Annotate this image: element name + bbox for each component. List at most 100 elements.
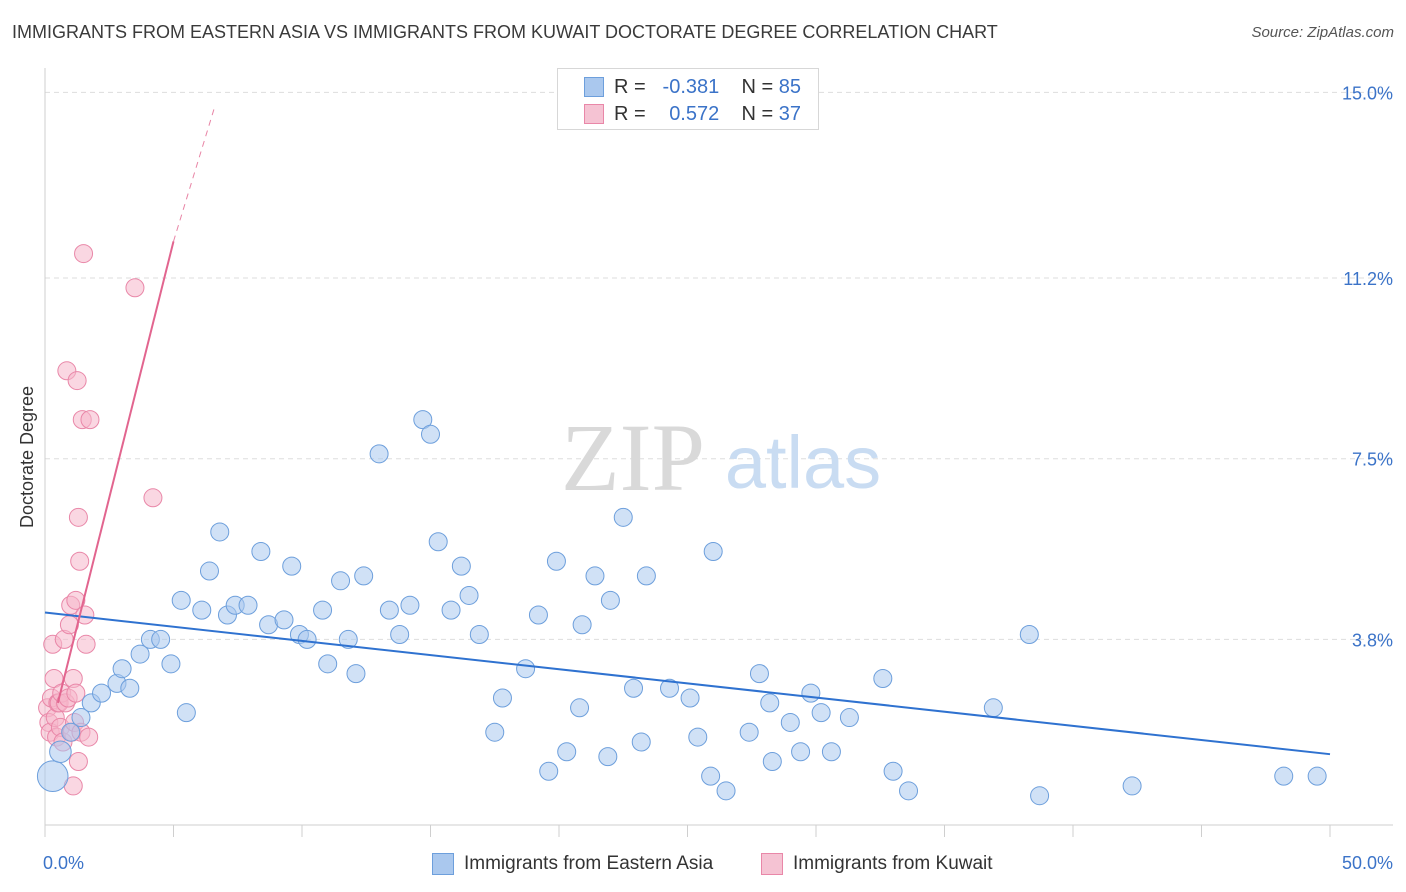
data-point <box>660 678 680 698</box>
data-point <box>492 688 512 708</box>
legend-swatch-pink <box>584 104 604 124</box>
data-point <box>801 683 821 703</box>
data-point <box>66 683 86 703</box>
bottom-legend-swatch-blue <box>432 853 454 875</box>
data-point <box>636 566 656 586</box>
data-point <box>760 693 780 713</box>
y-tick-label: 15.0% <box>1342 83 1393 103</box>
legend-r-value: 0.572 <box>669 102 720 125</box>
bottom-legend-label: Immigrants from Eastern Asia <box>464 853 714 874</box>
data-point <box>36 760 69 792</box>
series-kuwait-points <box>38 244 163 796</box>
data-point <box>821 742 841 762</box>
data-point <box>238 595 258 615</box>
data-point <box>811 703 831 723</box>
trend-line-kuwait-extension <box>173 106 216 242</box>
y-tick-label: 3.8% <box>1352 630 1393 650</box>
data-point <box>983 698 1003 718</box>
data-point <box>688 727 708 747</box>
data-point <box>346 664 366 684</box>
legend-r-label: R = <box>614 75 646 98</box>
data-point <box>624 678 644 698</box>
data-point <box>171 590 191 610</box>
data-point <box>176 703 196 723</box>
y-tick-label: 11.2% <box>1343 269 1393 289</box>
bottom-legend-label: Immigrants from Kuwait <box>793 853 993 874</box>
data-point <box>572 615 592 635</box>
data-point <box>585 566 605 586</box>
data-point <box>251 542 271 562</box>
data-point <box>883 761 903 781</box>
data-point <box>600 590 620 610</box>
data-point <box>67 371 87 391</box>
data-point <box>1019 625 1039 645</box>
data-point <box>331 571 351 591</box>
x-tick-label: 50.0% <box>1342 853 1393 873</box>
correlation-legend: R = -0.381 N = 85 R = 0.572 N = 37 <box>557 68 819 130</box>
data-point <box>125 278 145 298</box>
bottom-legend-swatch-pink <box>761 853 783 875</box>
data-point <box>92 683 112 703</box>
data-point <box>680 688 700 708</box>
data-point <box>613 507 633 527</box>
data-point <box>451 556 471 576</box>
y-axis-label: Doctorate Degree <box>17 386 37 528</box>
data-point <box>539 761 559 781</box>
data-point <box>716 781 736 801</box>
data-point <box>274 610 294 630</box>
data-point <box>557 742 577 762</box>
data-point <box>485 722 505 742</box>
data-point <box>701 766 721 786</box>
watermark: ZIP atlas <box>561 404 881 511</box>
data-point <box>428 532 448 552</box>
data-point <box>899 781 919 801</box>
data-point <box>400 595 420 615</box>
data-point <box>68 752 88 772</box>
data-point <box>598 747 618 767</box>
bottom-legend-kuwait: Immigrants from Kuwait <box>761 852 993 876</box>
data-point <box>791 742 811 762</box>
data-point <box>379 600 399 620</box>
data-point <box>1307 766 1327 786</box>
data-point <box>71 708 91 728</box>
data-point <box>570 698 590 718</box>
data-point <box>390 625 410 645</box>
data-point <box>49 740 72 764</box>
data-point <box>74 244 94 264</box>
data-point <box>780 712 800 732</box>
data-point <box>338 629 358 649</box>
data-point <box>61 722 81 742</box>
data-point <box>313 600 333 620</box>
trend-line-eastern-asia <box>44 611 1331 756</box>
data-point <box>70 551 90 571</box>
data-point <box>441 600 461 620</box>
series-eastern-asia-points <box>36 410 1327 806</box>
data-point <box>143 488 163 508</box>
data-point <box>68 507 88 527</box>
y-tick-label: 7.5% <box>1352 450 1393 470</box>
data-point <box>66 590 86 610</box>
data-point <box>459 585 479 605</box>
chart-source: Source: ZipAtlas.com <box>1251 24 1394 41</box>
data-point <box>210 522 230 542</box>
data-point <box>282 556 302 576</box>
data-point <box>1122 776 1142 796</box>
watermark-zip: ZIP <box>561 404 705 511</box>
chart-title: IMMIGRANTS FROM EASTERN ASIA VS IMMIGRAN… <box>12 22 998 42</box>
legend-r-label: R = <box>614 102 646 125</box>
data-point <box>469 625 489 645</box>
trend-line-kuwait <box>56 241 175 704</box>
data-point <box>79 727 99 747</box>
tick-labels: 3.8% 7.5% 11.2% 15.0% 0.0% 50.0% <box>43 83 1393 873</box>
data-point <box>631 732 651 752</box>
data-point <box>369 444 389 464</box>
data-point <box>528 605 548 625</box>
data-point <box>161 654 181 674</box>
data-point <box>130 644 150 664</box>
data-point <box>318 654 338 674</box>
legend-row-eastern-asia: R = -0.381 N = 85 <box>584 75 801 99</box>
watermark-atlas: atlas <box>725 421 881 504</box>
data-point <box>749 664 769 684</box>
axes <box>44 68 1393 837</box>
data-point <box>839 708 859 728</box>
